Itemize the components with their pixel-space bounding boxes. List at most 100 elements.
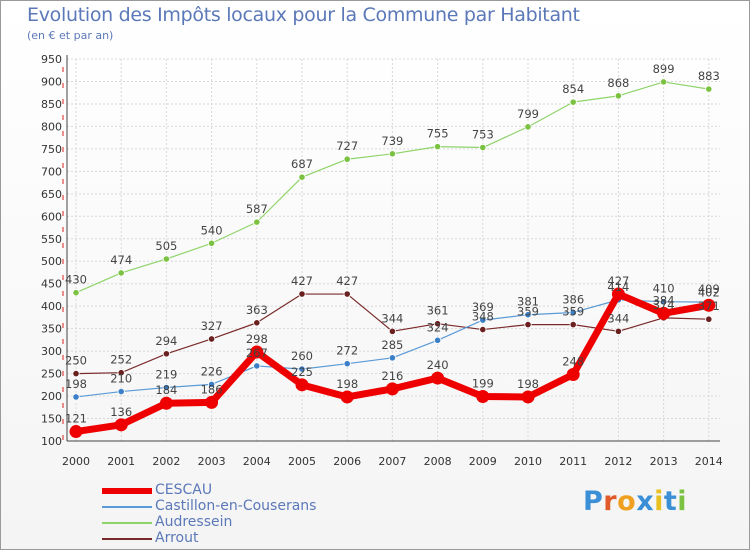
data-point [253,218,261,226]
y-tick-label: 550 [41,233,62,246]
y-tick-label: 300 [41,345,62,358]
data-point [298,290,306,298]
data-label: 359 [562,305,584,319]
data-label: 250 [65,354,87,368]
y-tick-label: 500 [41,255,62,268]
data-point [388,327,396,335]
data-label: 868 [607,76,629,90]
data-point [479,143,487,152]
legend-swatch [102,522,152,524]
data-label: 210 [110,372,132,386]
data-label: 427 [291,274,313,288]
y-tick-label: 600 [41,210,62,223]
data-point [611,287,625,301]
data-label: 374 [653,298,675,312]
data-point [298,365,306,373]
data-point [659,298,668,306]
data-label: 430 [65,273,87,287]
data-label: 753 [472,128,494,142]
data-point [388,150,396,158]
data-point [72,289,80,297]
y-tick-label: 800 [41,120,62,133]
grid-layer [67,58,720,442]
data-label: 587 [246,202,268,216]
data-label: 198 [65,377,87,391]
data-label: 755 [427,127,449,141]
data-label: 883 [698,69,720,83]
data-point [569,308,577,317]
data-point [295,378,309,392]
x-tick-label: 2012 [604,455,632,468]
data-label: 285 [381,338,403,352]
logo-letter: i [677,486,688,517]
data-label: 216 [381,369,403,383]
data-point [343,155,351,163]
data-label: 739 [381,134,403,148]
data-label: 198 [517,377,539,391]
x-tick-label: 2008 [424,455,452,468]
data-point [117,269,125,277]
legend-label: CESCAU [155,482,213,498]
data-point [433,320,442,328]
data-label: 854 [562,82,584,96]
legend-label: Audressein [155,514,233,530]
data-label: 226 [201,364,223,378]
data-label: 240 [427,358,449,372]
logo-letter: r [603,486,618,517]
data-point [433,143,442,151]
data-point [162,383,170,392]
data-point [205,395,219,409]
x-tick-label: 2006 [333,455,361,468]
data-label: 505 [155,239,177,253]
data-label: 298 [246,332,268,346]
data-point [705,315,713,323]
data-label: 136 [110,405,132,419]
data-label: 260 [291,349,313,363]
data-point [250,345,264,359]
legend-label: Arrout [155,530,199,546]
x-tick-label: 2003 [198,455,226,468]
x-tick-label: 2000 [62,455,90,468]
data-point [702,298,716,312]
data-label: 414 [607,280,629,294]
data-label: 327 [201,319,223,333]
data-label: 198 [336,377,358,391]
data-point [208,380,216,388]
data-point [521,390,535,404]
data-point [524,311,532,319]
data-point [431,371,445,385]
data-label: 402 [698,285,720,299]
axis-layer: 1001502002503003504004505005506006507007… [41,53,723,468]
data-label: 474 [110,253,132,267]
y-tick-label: 950 [41,53,62,66]
data-point [343,290,351,298]
data-label: 899 [653,62,675,76]
y-tick-label: 450 [41,278,62,291]
data-label: 371 [698,299,720,313]
data-point [72,369,80,378]
data-label: 799 [517,107,539,121]
data-label: 410 [653,282,675,296]
x-tick-label: 2004 [243,455,271,468]
chart-subtitle: (en € et par an) [27,29,114,42]
data-label: 186 [201,382,223,396]
data-label: 267 [246,346,268,360]
data-label: 248 [562,354,584,368]
data-label: 121 [65,412,87,426]
data-point [614,92,623,100]
data-label: 344 [381,311,403,325]
data-point [72,393,80,401]
data-point [253,319,261,327]
data-point [614,327,623,335]
data-label: 727 [336,139,358,153]
chart-title: Evolution des Impôts locaux pour la Comm… [27,4,580,26]
data-point [162,255,170,263]
data-label: 225 [291,365,313,379]
y-tick-label: 900 [41,75,62,88]
y-tick-label: 350 [41,323,62,336]
data-point [705,85,713,93]
series-layer [69,78,716,439]
data-point [479,325,487,334]
